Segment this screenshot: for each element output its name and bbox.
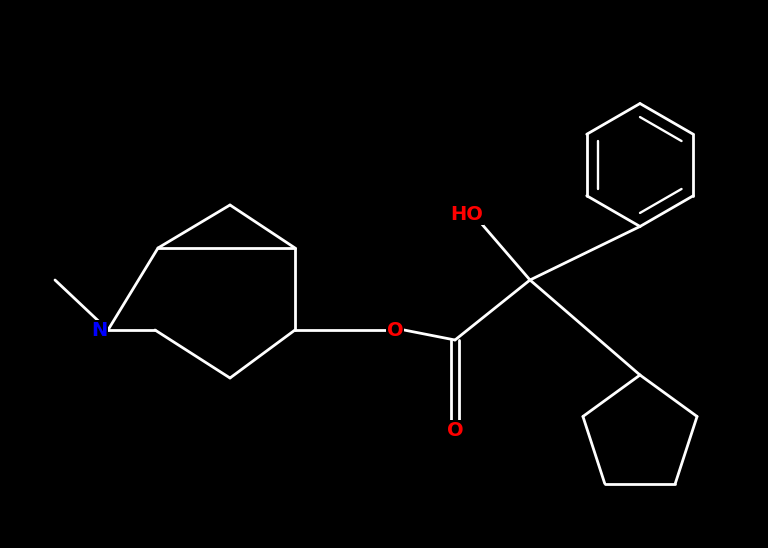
Text: HO: HO	[450, 206, 483, 225]
Text: N: N	[91, 321, 107, 340]
Text: O: O	[386, 321, 403, 340]
Text: O: O	[447, 420, 463, 439]
